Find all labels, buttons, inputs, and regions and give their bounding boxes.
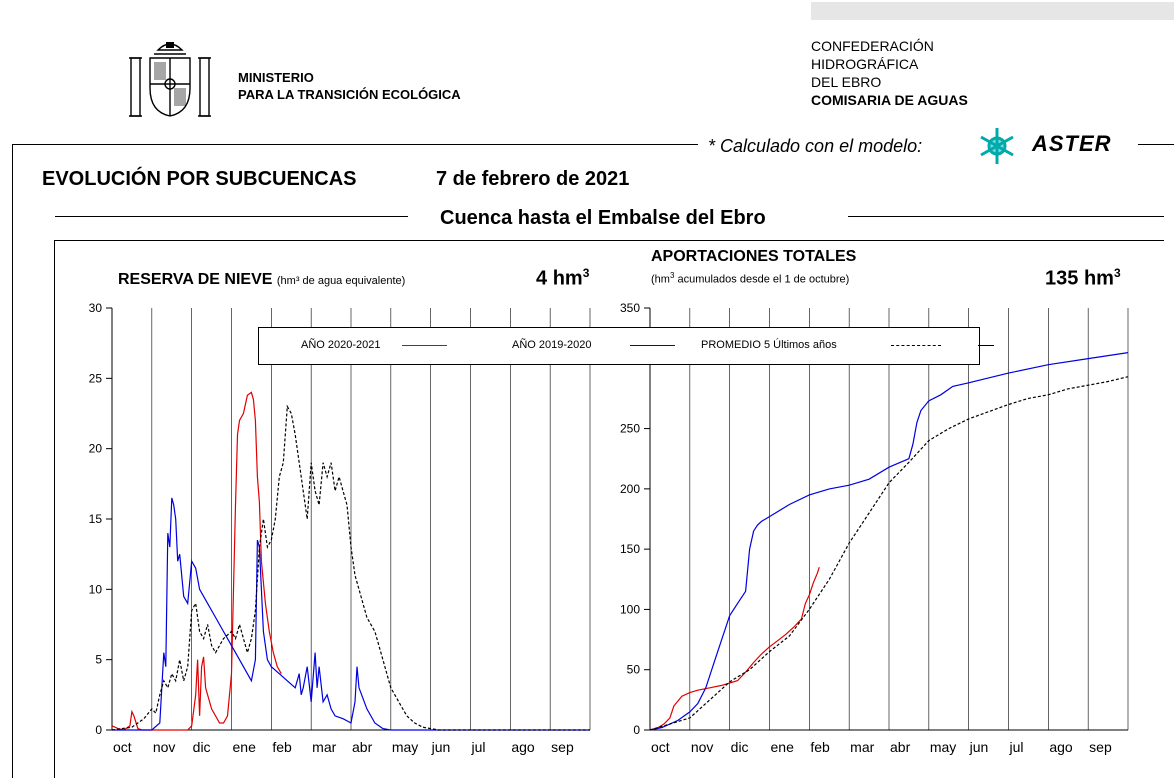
flow-y-tick-label: 350 <box>620 301 640 315</box>
flow-y-tick-label: 50 <box>627 663 641 677</box>
flow-subtitle: (hm3 acumulados desde el 1 de octubre) <box>651 271 850 286</box>
legend-swatch-previous <box>630 345 675 346</box>
basin-line-left <box>55 216 408 217</box>
legend-tail <box>978 345 994 346</box>
flow-x-tick-label: abr <box>890 739 911 755</box>
snow-x-tick-label: dic <box>193 739 211 755</box>
coat-of-arms-icon <box>129 42 211 117</box>
snow-x-tick-label: may <box>392 739 418 755</box>
flow-total-value: 135 <box>1045 267 1079 290</box>
flow-y-tick-label: 200 <box>620 482 640 496</box>
flow-y-tick-label: 150 <box>620 542 640 556</box>
snow-y-tick-label: 5 <box>95 653 102 667</box>
ministry-name: MINISTERIO PARA LA TRANSICIÓN ECOLÓGICA <box>238 69 461 103</box>
flow-x-tick-label: ene <box>771 739 795 755</box>
flow-series-current <box>649 567 820 731</box>
basin-line-right <box>848 216 1164 217</box>
report-title: EVOLUCIÓN POR SUBCUENCAS <box>42 168 357 190</box>
frame-top-right <box>1138 144 1174 145</box>
flow-y-tick-label: 100 <box>620 602 640 616</box>
conf-line-4: COMISARIA DE AGUAS <box>811 92 968 108</box>
snow-total-value: 4 <box>536 267 548 290</box>
snowflake-icon <box>980 128 1014 164</box>
snow-x-tick-label: feb <box>272 739 292 755</box>
flow-x-tick-label: jul <box>1009 739 1024 755</box>
flow-x-tick-label: ago <box>1049 739 1073 755</box>
flow-x-tick-label: oct <box>651 739 670 755</box>
legend-label-average: PROMEDIO 5 Últimos años <box>701 339 837 351</box>
snow-series-current <box>111 391 282 731</box>
flow-y-tick-label: 0 <box>633 723 640 737</box>
snow-x-tick-label: mar <box>312 739 336 755</box>
flow-x-tick-label: feb <box>810 739 830 755</box>
ministry-line-1: MINISTERIO <box>238 70 314 85</box>
snow-x-tick-label: oct <box>113 739 132 755</box>
flow-total-unit: hm <box>1083 267 1114 290</box>
snow-x-tick-label: jul <box>471 739 486 755</box>
snow-y-tick-label: 30 <box>89 301 103 315</box>
snow-x-tick-label: jun <box>431 739 451 755</box>
snow-x-tick-label: sep <box>551 739 574 755</box>
model-note: * Calculado con el modelo: <box>708 136 923 156</box>
conf-line-1: CONFEDERACIÓN <box>811 38 934 54</box>
snow-x-tick-label: abr <box>352 739 373 755</box>
snow-y-tick-label: 15 <box>89 512 103 526</box>
flow-x-tick-label: dic <box>731 739 749 755</box>
legend-label-previous: AÑO 2019-2020 <box>512 339 592 351</box>
chart-area-left-border <box>54 240 55 778</box>
snow-y-tick-label: 10 <box>89 582 103 596</box>
flow-x-tick-label: mar <box>850 739 874 755</box>
chart-area-top-border <box>54 240 1164 241</box>
snow-chart-title: RESERVA DE NIEVE (hm³ de agua equivalent… <box>118 271 405 289</box>
conf-line-2: HIDROGRÁFICA <box>811 56 919 72</box>
snow-y-tick-label: 20 <box>89 442 103 456</box>
legend-swatch-average <box>891 345 941 346</box>
flow-total: 135 hm3 <box>1045 266 1121 291</box>
model-name: ASTER <box>1032 131 1112 156</box>
conf-line-3: DEL EBRO <box>811 74 882 90</box>
flow-x-tick-label: sep <box>1089 739 1112 755</box>
legend: AÑO 2020-2021 AÑO 2019-2020 PROMEDIO 5 Ú… <box>258 327 980 365</box>
flow-y-tick-label: 250 <box>620 422 640 436</box>
legend-swatch-current <box>402 345 447 346</box>
snow-series-average <box>111 404 590 731</box>
snow-x-tick-label: ene <box>233 739 257 755</box>
confederation-name: CONFEDERACIÓN HIDROGRÁFICA DEL EBRO COMI… <box>811 37 968 109</box>
header-gray-bar <box>811 2 1174 20</box>
frame-top-left <box>12 144 698 145</box>
snow-total-unit: hm <box>552 267 583 290</box>
frame-left <box>12 144 13 778</box>
flow-x-tick-label: nov <box>691 739 714 755</box>
ministry-line-2: PARA LA TRANSICIÓN ECOLÓGICA <box>238 87 461 102</box>
snow-y-tick-label: 25 <box>89 371 103 385</box>
legend-label-current: AÑO 2020-2021 <box>301 339 381 351</box>
snow-x-tick-label: ago <box>511 739 535 755</box>
flow-series-average <box>649 376 1129 731</box>
snow-title-text: RESERVA DE NIEVE <box>118 271 273 288</box>
flow-series-previous <box>649 352 1129 731</box>
flow-chart-title: APORTACIONES TOTALES <box>651 248 857 265</box>
snow-x-tick-label: nov <box>153 739 176 755</box>
snow-y-tick-label: 0 <box>95 723 102 737</box>
flow-total-exp: 3 <box>1113 266 1121 280</box>
basin-name: Cuenca hasta el Embalse del Ebro <box>440 207 766 229</box>
snow-series-previous <box>112 497 590 731</box>
flow-x-tick-label: may <box>930 739 956 755</box>
flow-subtitle-text: acumulados desde el 1 de octubre) <box>677 273 850 286</box>
report-date: 7 de febrero de 2021 <box>436 168 630 190</box>
snow-total-exp: 3 <box>582 266 590 280</box>
snow-subtitle: (hm³ de agua equivalente) <box>276 275 406 287</box>
snow-total: 4 hm3 <box>536 266 589 291</box>
flow-x-tick-label: jun <box>969 739 989 755</box>
